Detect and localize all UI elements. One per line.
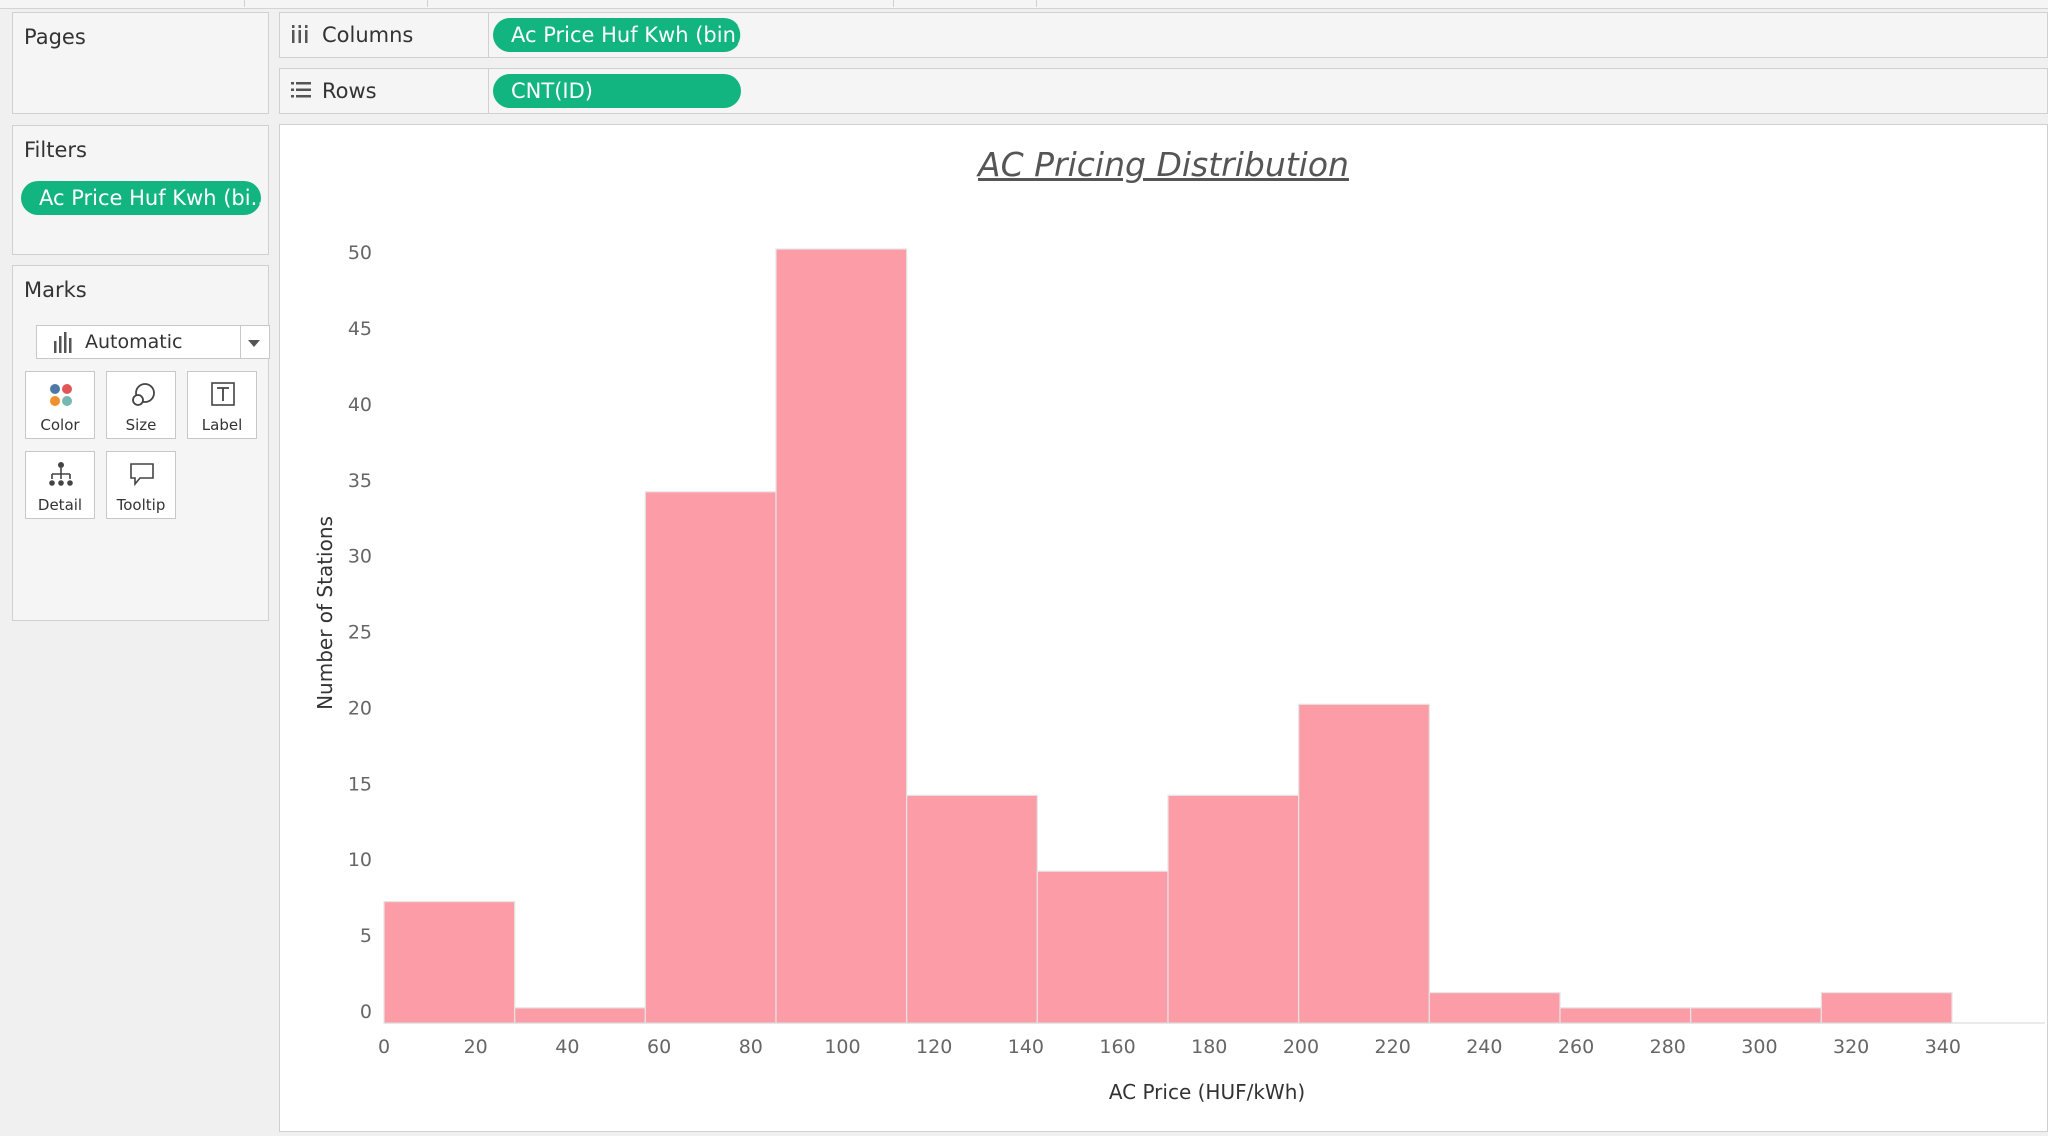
mark-type-value: Automatic [85, 331, 183, 353]
text-label-icon [211, 382, 235, 406]
strip-divider [427, 0, 428, 7]
histogram-bar[interactable] [514, 1007, 646, 1024]
y-axis-title: Number of Stations [313, 516, 337, 710]
columns-shelf[interactable]: Columns Ac Price Huf Kwh (bin) [279, 12, 2048, 58]
rows-shelf[interactable]: Rows CNT(ID) [279, 68, 2048, 114]
x-tick-label: 260 [1558, 1036, 1594, 1058]
worksheet-view[interactable]: AC Pricing Distribution 0 5 10 15 20 25 30 35 40… [279, 124, 2048, 1132]
histogram-chart: 0 5 10 15 20 25 30 35 40 45 50 0 20 40 60 80 100 120 140 1… [313, 242, 2045, 1104]
chart-title: AC Pricing Distribution [978, 145, 1349, 184]
color-label: Color [40, 416, 80, 434]
marks-card: Marks Automatic Color Size L [12, 265, 270, 621]
color-icon [50, 384, 72, 406]
histogram-bar[interactable] [1167, 794, 1300, 1024]
x-tick-label: 340 [1925, 1036, 1961, 1058]
x-tick-label: 240 [1466, 1036, 1502, 1058]
histogram-bar[interactable] [775, 248, 908, 1024]
rows-icon [291, 82, 311, 98]
rows-shelf-header: Rows [280, 69, 489, 113]
y-tick-label: 45 [348, 318, 372, 340]
mark-type-dropdown[interactable]: Automatic [36, 325, 270, 359]
y-tick-label: 35 [348, 470, 372, 492]
filters-card[interactable]: Filters Ac Price Huf Kwh (bi.. [12, 125, 269, 255]
x-tick-label: 40 [555, 1036, 579, 1058]
y-tick-label: 50 [348, 242, 372, 264]
x-tick-label: 220 [1375, 1036, 1411, 1058]
chevron-down-icon[interactable] [248, 340, 260, 347]
filter-pill[interactable]: Ac Price Huf Kwh (bi.. [21, 181, 261, 215]
columns-shelf-header: Columns [280, 13, 489, 57]
strip-divider [893, 0, 894, 7]
bar-chart-icon [54, 332, 72, 353]
histogram-bar[interactable] [1298, 703, 1430, 1024]
histogram-bar[interactable] [1428, 992, 1561, 1024]
y-tick-label: 40 [348, 394, 372, 416]
top-strip [0, 0, 2048, 9]
tooltip-button[interactable]: Tooltip [106, 451, 176, 519]
strip-divider [244, 0, 245, 7]
tooltip-icon [130, 463, 154, 487]
pages-title: Pages [24, 25, 86, 49]
rows-pill[interactable]: CNT(ID) [493, 74, 741, 108]
tooltip-label: Tooltip [116, 496, 166, 514]
histogram-bar[interactable] [1036, 870, 1169, 1024]
filters-title: Filters [24, 138, 87, 162]
x-tick-label: 0 [378, 1036, 390, 1058]
detail-button[interactable]: Detail [25, 451, 95, 519]
size-button[interactable]: Size [106, 371, 176, 439]
x-tick-label: 280 [1650, 1036, 1686, 1058]
y-tick-label: 20 [348, 697, 372, 719]
y-tick-label: 25 [348, 622, 372, 644]
histogram-bar[interactable] [383, 900, 516, 1024]
x-tick-label: 20 [464, 1036, 488, 1058]
pages-card[interactable]: Pages [12, 12, 269, 114]
x-tick-label: 120 [916, 1036, 952, 1058]
dropdown-separator [240, 326, 241, 358]
y-tick-label: 10 [348, 849, 372, 871]
histogram-bar[interactable] [906, 794, 1038, 1024]
label-button[interactable]: Label [187, 371, 257, 439]
x-tick-label: 180 [1191, 1036, 1227, 1058]
columns-label: Columns [322, 23, 414, 47]
histogram-bar[interactable] [1559, 1007, 1692, 1024]
x-tick-label: 140 [1008, 1036, 1044, 1058]
x-tick-label: 300 [1741, 1036, 1777, 1058]
x-tick-label: 320 [1833, 1036, 1869, 1058]
x-tick-label: 100 [824, 1036, 860, 1058]
x-axis-title: AC Price (HUF/kWh) [1109, 1080, 1305, 1104]
strip-divider [1036, 0, 1037, 7]
detail-label: Detail [37, 496, 83, 514]
histogram-bar[interactable] [1690, 1007, 1822, 1024]
size-label: Size [125, 416, 157, 434]
y-tick-label: 30 [348, 546, 372, 568]
columns-pill[interactable]: Ac Price Huf Kwh (bin) [493, 18, 741, 52]
x-tick-label: 200 [1283, 1036, 1319, 1058]
y-tick-label: 15 [348, 773, 372, 795]
marks-title: Marks [24, 278, 87, 302]
size-icon [132, 383, 155, 406]
histogram-bar[interactable] [644, 491, 777, 1024]
rows-label: Rows [322, 79, 377, 103]
y-tick-label: 0 [360, 1001, 372, 1023]
label-label: Label [201, 416, 243, 434]
histogram-bar[interactable] [1820, 992, 1953, 1024]
x-tick-label: 60 [647, 1036, 671, 1058]
y-tick-label: 5 [360, 925, 372, 947]
x-tick-label: 160 [1099, 1036, 1135, 1058]
x-tick-label: 80 [739, 1036, 763, 1058]
columns-icon [292, 25, 308, 43]
detail-icon [49, 462, 73, 486]
color-button[interactable]: Color [25, 371, 95, 439]
